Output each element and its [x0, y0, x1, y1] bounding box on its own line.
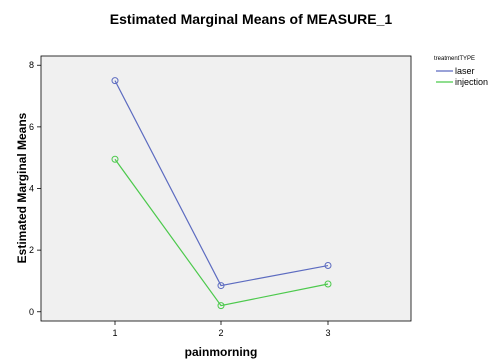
- series-line-laser: [114, 80, 329, 287]
- legend-title: treatmentTYPE: [434, 56, 475, 62]
- series-layer: [111, 77, 332, 310]
- y-tick-label: 8: [29, 60, 34, 70]
- x-tick-label: 2: [218, 328, 223, 338]
- legend-label-laser: laser: [455, 66, 475, 76]
- y-axis: 0 2 4 6 8: [29, 60, 41, 317]
- y-tick-label: 6: [29, 122, 34, 132]
- x-axis-label: painmorning: [185, 345, 258, 359]
- series-line-injection: [114, 158, 329, 307]
- data-point-injection: [217, 302, 225, 310]
- plot-area: [40, 55, 412, 322]
- y-tick-label: 0: [29, 307, 34, 317]
- y-tick-label: 4: [29, 184, 34, 194]
- x-tick-label: 1: [112, 328, 117, 338]
- chart-title: Estimated Marginal Means of MEASURE_1: [110, 11, 393, 27]
- data-point-laser: [324, 262, 332, 270]
- y-axis-label: Estimated Marginal Means: [15, 112, 29, 263]
- data-point-laser: [217, 282, 225, 290]
- data-point-injection: [111, 155, 119, 163]
- data-point-laser: [111, 77, 119, 85]
- x-axis: 1 2 3: [112, 321, 331, 338]
- data-point-injection: [324, 280, 332, 288]
- x-tick-label: 3: [325, 328, 330, 338]
- legend-label-injection: injection: [455, 77, 488, 87]
- y-tick-label: 2: [29, 245, 34, 255]
